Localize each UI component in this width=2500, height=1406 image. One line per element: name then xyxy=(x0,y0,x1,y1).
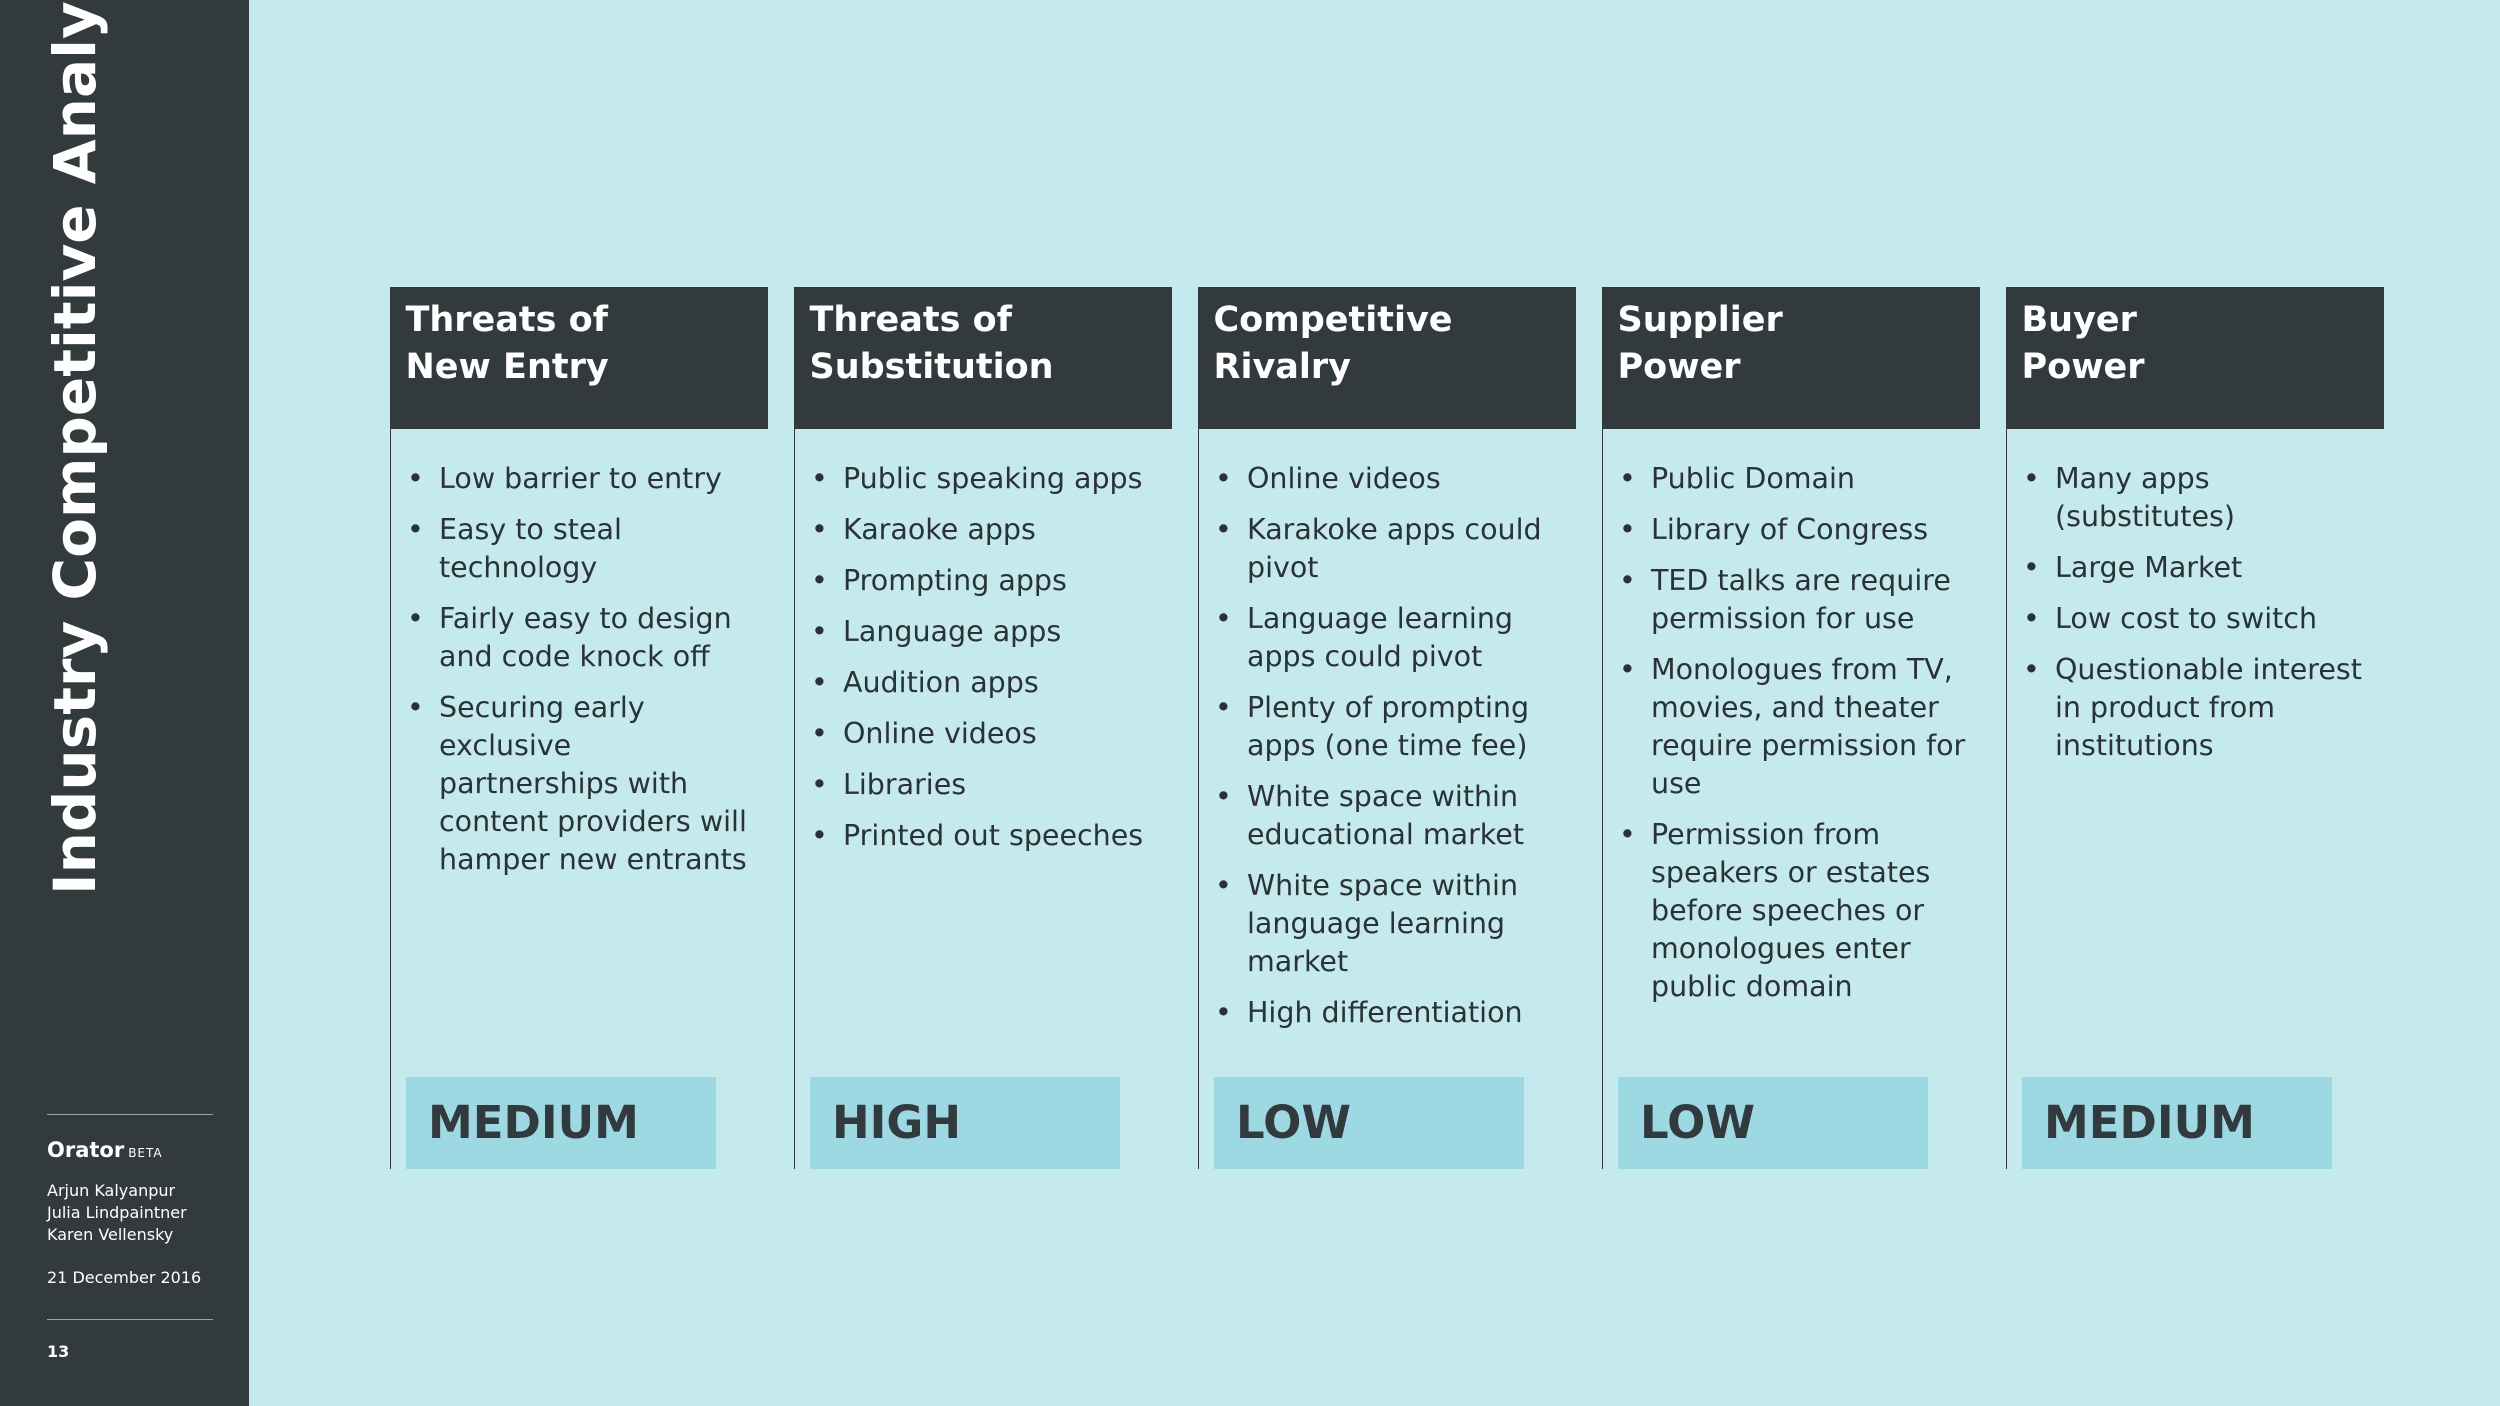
author: Arjun Kalyanpur xyxy=(47,1181,176,1200)
list-item: High differentiation xyxy=(1215,994,1567,1032)
list-item: Plenty of prompting apps (one time fee) xyxy=(1215,689,1567,765)
list-item: Questionable interest in product from in… xyxy=(2023,651,2375,765)
list-item: Prompting apps xyxy=(811,562,1163,600)
list-item: Libraries xyxy=(811,766,1163,804)
list-item: Permission from speakers or estates befo… xyxy=(1619,816,1971,1006)
list-item: Audition apps xyxy=(811,664,1163,702)
list-item: Public speaking apps xyxy=(811,460,1163,498)
brand: Orator BETA xyxy=(47,1138,163,1162)
page-number: 13 xyxy=(47,1342,70,1361)
column-title-line: Competitive xyxy=(1213,300,1453,340)
column-header: Supplier Power xyxy=(1601,287,1980,429)
list-item: Karaoke apps xyxy=(811,511,1163,549)
list-item: Many apps (substitutes) xyxy=(2023,460,2375,536)
list-item: Securing early exclusive partnerships wi… xyxy=(407,689,759,879)
slide-title: Industry Competitive Analysis xyxy=(41,0,109,895)
rating-badge: HIGH xyxy=(810,1077,1120,1169)
column-supplier-power: Supplier Power Public Domain Library of … xyxy=(1601,287,1981,1169)
column-title-line: Rivalry xyxy=(1213,347,1351,387)
date: 21 December 2016 xyxy=(47,1268,202,1287)
bullet-list: Many apps (substitutes) Large Market Low… xyxy=(2023,460,2375,778)
column-header: Buyer Power xyxy=(2005,287,2384,429)
list-item: Language learning apps could pivot xyxy=(1215,600,1567,676)
divider-top xyxy=(47,1114,213,1115)
list-item: Online videos xyxy=(811,715,1163,753)
list-item: Online videos xyxy=(1215,460,1567,498)
sidebar: Industry Competitive Analysis Orator BETA… xyxy=(0,0,249,1406)
list-item: Low barrier to entry xyxy=(407,460,759,498)
author: Karen Vellensky xyxy=(47,1225,174,1244)
rating-badge: MEDIUM xyxy=(406,1077,716,1169)
list-item: Karakoke apps could pivot xyxy=(1215,511,1567,587)
column-title-line: Buyer xyxy=(2021,300,2137,340)
list-item: Printed out speeches xyxy=(811,817,1163,855)
list-item: Library of Congress xyxy=(1619,511,1971,549)
list-item: Easy to steal technology xyxy=(407,511,759,587)
brand-name: Orator xyxy=(47,1138,125,1162)
bullet-list: Public speaking apps Karaoke apps Prompt… xyxy=(811,460,1163,868)
column-threats-substitution: Threats of Substitution Public speaking … xyxy=(793,287,1173,1169)
divider-bottom xyxy=(47,1319,213,1320)
list-item: Monologues from TV, movies, and theater … xyxy=(1619,651,1971,803)
column-title-line: Threats of xyxy=(405,300,608,340)
column-title-line: New Entry xyxy=(405,347,609,387)
bullet-list: Public Domain Library of Congress TED ta… xyxy=(1619,460,1971,1019)
column-buyer-power: Buyer Power Many apps (substitutes) Larg… xyxy=(2005,287,2385,1169)
list-item: White space within language learning mar… xyxy=(1215,867,1567,981)
rating-badge: MEDIUM xyxy=(2022,1077,2332,1169)
column-title-line: Substitution xyxy=(809,347,1054,387)
column-title-line: Threats of xyxy=(809,300,1012,340)
column-title-line: Supplier xyxy=(1617,300,1783,340)
list-item: Public Domain xyxy=(1619,460,1971,498)
column-title-line: Power xyxy=(2021,347,2145,387)
bullet-list: Low barrier to entry Easy to steal techn… xyxy=(407,460,759,892)
column-title-line: Power xyxy=(1617,347,1741,387)
list-item: Language apps xyxy=(811,613,1163,651)
authors: Arjun Kalyanpur Julia Lindpaintner Karen… xyxy=(47,1180,187,1246)
brand-tag: BETA xyxy=(128,1146,163,1160)
rating-badge: LOW xyxy=(1214,1077,1524,1169)
column-header: Threats of New Entry xyxy=(389,287,768,429)
list-item: Fairly easy to design and code knock off xyxy=(407,600,759,676)
list-item: Large Market xyxy=(2023,549,2375,587)
column-competitive-rivalry: Competitive Rivalry Online videos Karako… xyxy=(1197,287,1577,1169)
list-item: TED talks are require permission for use xyxy=(1619,562,1971,638)
list-item: Low cost to switch xyxy=(2023,600,2375,638)
author: Julia Lindpaintner xyxy=(47,1203,187,1222)
list-item: White space within educational market xyxy=(1215,778,1567,854)
rating-badge: LOW xyxy=(1618,1077,1928,1169)
column-threats-new-entry: Threats of New Entry Low barrier to entr… xyxy=(389,287,769,1169)
column-header: Competitive Rivalry xyxy=(1197,287,1576,429)
bullet-list: Online videos Karakoke apps could pivot … xyxy=(1215,460,1567,1045)
column-header: Threats of Substitution xyxy=(793,287,1172,429)
